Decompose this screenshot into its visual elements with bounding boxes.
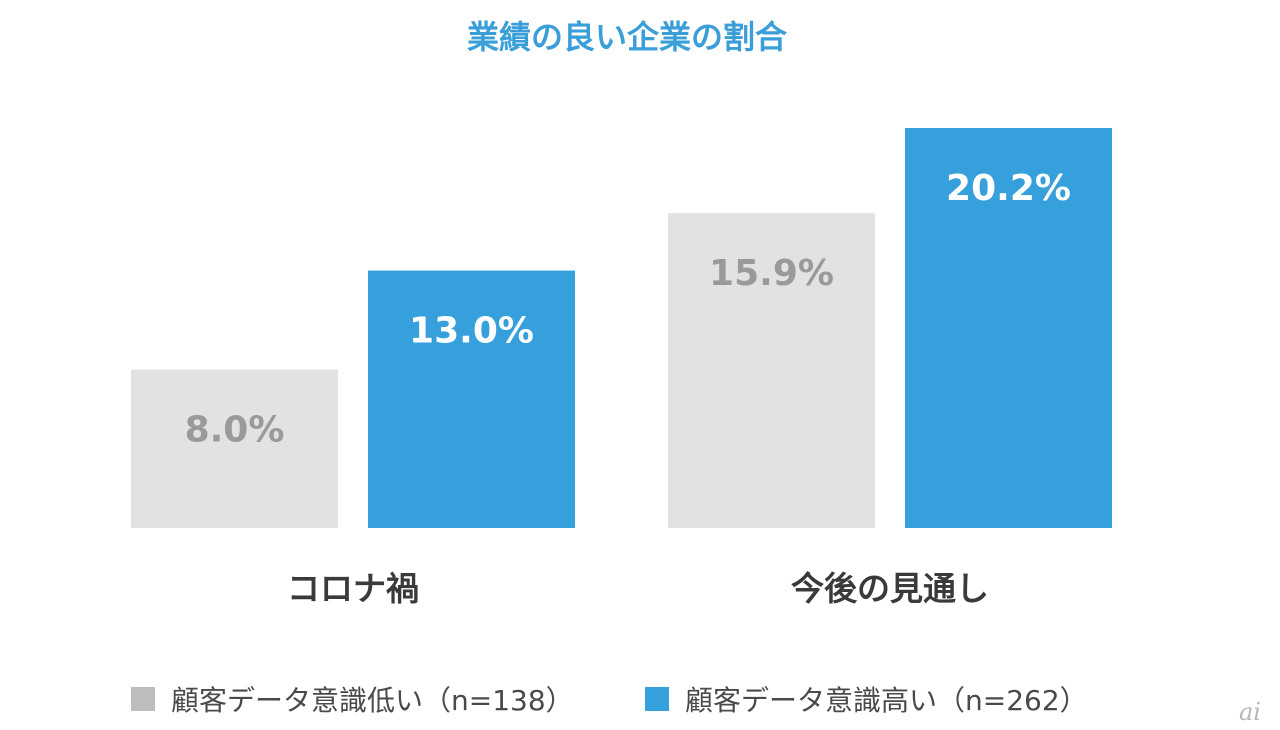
bar-2-1 [668, 213, 875, 529]
bar-value-label: 8.0% [185, 410, 285, 451]
chart-title: 業績の良い企業の割合 [467, 18, 787, 56]
bar-1-2 [368, 270, 575, 528]
category-label: コロナ禍 [287, 569, 419, 608]
watermark-logo: ai [1239, 698, 1261, 726]
category-labels: コロナ禍 今後の見通し [287, 569, 989, 608]
bar-value-label: 15.9% [709, 253, 834, 294]
legend-swatch [131, 687, 155, 711]
category-label: 今後の見通し [791, 569, 989, 608]
bar-1-1 [131, 369, 338, 528]
legend-label: 顧客データ意識低い（n=138） [171, 684, 574, 717]
bar-value-label: 13.0% [409, 311, 534, 352]
legend-label: 顧客データ意識高い（n=262） [685, 684, 1088, 717]
legend: 顧客データ意識低い（n=138） 顧客データ意識高い（n=262） [131, 684, 1088, 717]
bars-layer [131, 128, 1112, 529]
bar-2-2 [905, 128, 1112, 528]
legend-swatch [645, 687, 669, 711]
bar-value-label: 20.2% [946, 168, 1071, 209]
bar-value-labels: 8.0% 13.0% 15.9% 20.2% [185, 168, 1071, 451]
